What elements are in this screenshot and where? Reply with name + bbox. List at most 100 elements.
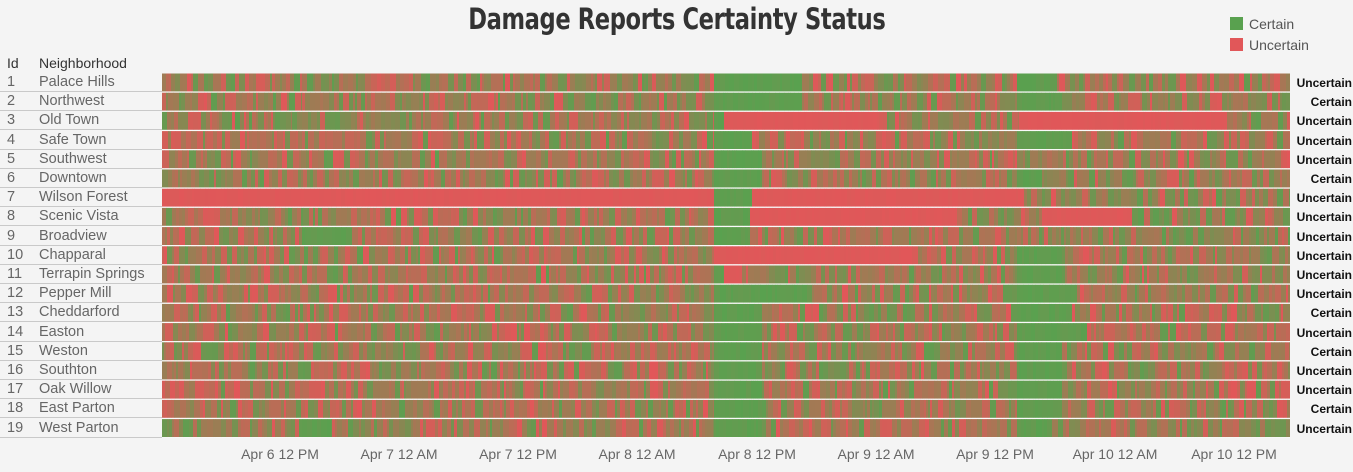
heat-cell xyxy=(1072,303,1076,322)
heat-cell xyxy=(1228,380,1232,399)
heat-cell xyxy=(798,380,802,399)
heat-cell xyxy=(243,323,248,342)
heat-cell xyxy=(769,380,773,399)
table-row[interactable]: 19 West Parton Uncertain xyxy=(0,419,1353,438)
heat-cell xyxy=(1108,92,1115,111)
heat-cell xyxy=(1246,284,1252,303)
chart-title: Damage Reports Certainty Status xyxy=(468,2,886,36)
heat-cell xyxy=(946,246,953,265)
heat-cell xyxy=(300,303,304,322)
heat-cell xyxy=(1103,227,1110,246)
heat-cell xyxy=(226,207,231,226)
heat-cell xyxy=(1165,150,1171,169)
heat-cell xyxy=(1014,246,1018,265)
heat-cell xyxy=(823,361,829,380)
heat-cell xyxy=(324,303,330,322)
heat-cell xyxy=(752,92,756,111)
heat-cell xyxy=(739,73,744,92)
heat-cell xyxy=(191,303,194,322)
table-row[interactable]: 10 Chapparal Uncertain xyxy=(0,246,1353,265)
heat-cell xyxy=(1076,207,1079,226)
table-row[interactable]: 17 Oak Willow Uncertain xyxy=(0,380,1353,400)
table-row[interactable]: 4 Safe Town Uncertain xyxy=(0,131,1353,150)
heat-cell xyxy=(1220,284,1223,303)
heat-cell xyxy=(668,303,673,322)
heat-cell xyxy=(833,92,840,111)
heat-cell xyxy=(438,92,441,111)
heat-cell xyxy=(1186,227,1192,246)
table-row[interactable]: 16 Southton Uncertain xyxy=(0,361,1353,380)
heat-cell xyxy=(634,284,641,303)
heat-cell xyxy=(505,169,511,188)
heat-cell xyxy=(540,73,546,92)
heat-cell xyxy=(175,284,182,303)
heat-cell xyxy=(1188,342,1192,361)
heat-cell xyxy=(1045,323,1052,342)
heat-cell xyxy=(1268,188,1274,207)
table-row[interactable]: 13 Cheddarford Certain xyxy=(0,303,1353,323)
table-row[interactable]: 6 Downtown Certain xyxy=(0,169,1353,188)
heat-cell xyxy=(1045,361,1050,380)
heat-cell xyxy=(503,73,506,92)
table-row[interactable]: 1 Palace Hills Uncertain xyxy=(0,73,1353,92)
heat-cell xyxy=(639,92,642,111)
heat-cell xyxy=(203,207,209,226)
heat-cell xyxy=(1284,227,1289,246)
table-row[interactable]: 8 Scenic Vista Uncertain xyxy=(0,207,1353,227)
heat-cell xyxy=(434,169,438,188)
heat-cell xyxy=(271,303,277,322)
heat-cell xyxy=(355,111,358,130)
heat-cell xyxy=(591,380,597,399)
table-row[interactable]: 2 Northwest Certain xyxy=(0,92,1353,112)
heat-cell xyxy=(340,284,344,303)
heat-cell xyxy=(900,323,905,342)
table-row[interactable]: 9 Broadview Uncertain xyxy=(0,227,1353,246)
table-row[interactable]: 11 Terrapin Springs Uncertain xyxy=(0,265,1353,284)
heat-cell xyxy=(676,380,682,399)
heat-cell xyxy=(162,111,168,130)
table-row[interactable]: 3 Old Town Uncertain xyxy=(0,111,1353,131)
heat-cell xyxy=(378,150,384,169)
table-row[interactable]: 12 Pepper Mill Uncertain xyxy=(0,284,1353,304)
table-row[interactable]: 18 East Parton Certain xyxy=(0,399,1353,419)
heat-cell xyxy=(1131,380,1136,399)
table-row[interactable]: 14 Easton Uncertain xyxy=(0,323,1353,342)
heat-cell xyxy=(436,227,439,246)
heat-cell xyxy=(1255,303,1262,322)
table-row[interactable]: 7 Wilson Forest Uncertain xyxy=(0,188,1353,208)
heat-cell xyxy=(784,188,789,207)
row-neighborhood: Old Town xyxy=(39,112,100,129)
table-row[interactable]: 15 Weston Certain xyxy=(0,342,1353,361)
legend-item-uncertain[interactable]: Uncertain xyxy=(1230,37,1309,53)
heat-cell xyxy=(1068,380,1074,399)
heat-cell xyxy=(862,361,865,380)
heat-cell xyxy=(286,361,289,380)
heat-cell xyxy=(470,150,475,169)
heat-cell xyxy=(912,111,919,130)
heat-cell xyxy=(1200,284,1206,303)
heat-cell xyxy=(1263,323,1268,342)
heat-cell xyxy=(328,207,332,226)
heat-cell xyxy=(730,188,733,207)
heat-cell xyxy=(397,169,402,188)
heat-cell xyxy=(247,150,251,169)
heat-cell xyxy=(1180,342,1186,361)
heat-cell xyxy=(534,361,537,380)
heat-cell xyxy=(380,265,386,284)
heat-cell xyxy=(1136,227,1143,246)
heat-cell xyxy=(1173,265,1178,284)
heat-cell xyxy=(401,303,404,322)
heat-cell xyxy=(1110,169,1115,188)
heat-cell xyxy=(342,323,347,342)
heat-cell xyxy=(1024,131,1028,150)
heat-cell xyxy=(536,380,541,399)
heat-cell xyxy=(1065,342,1068,361)
heat-cell xyxy=(967,73,970,92)
heat-cell xyxy=(977,303,982,322)
table-row[interactable]: 5 Southwest Uncertain xyxy=(0,150,1353,169)
heat-cell xyxy=(270,73,273,92)
heat-row-separator xyxy=(162,379,1290,381)
legend-item-certain[interactable]: Certain xyxy=(1230,16,1294,32)
heat-cell xyxy=(405,246,409,265)
heat-cell xyxy=(630,380,637,399)
